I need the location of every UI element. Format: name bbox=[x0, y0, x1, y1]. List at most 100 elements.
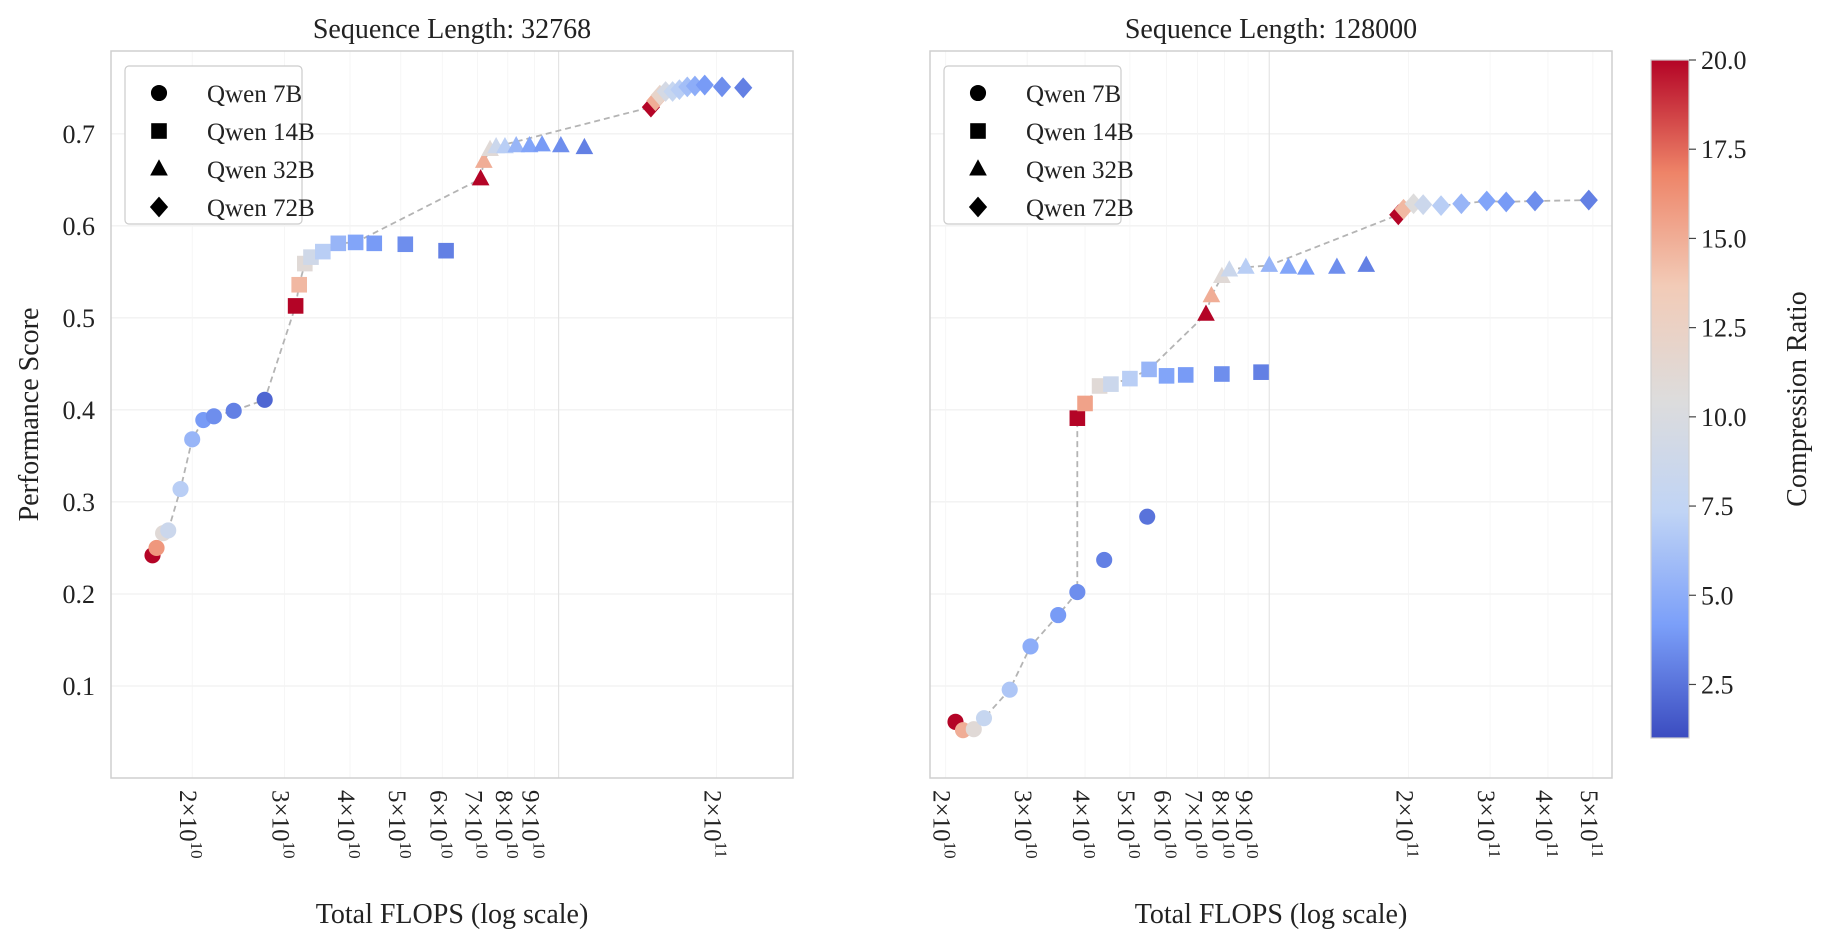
x-tick-mantissa: 4 bbox=[1067, 790, 1094, 803]
data-point bbox=[670, 79, 689, 101]
data-point bbox=[1022, 638, 1039, 655]
x-tick-label-text: 8×1010 bbox=[1206, 790, 1238, 859]
x-tick-mantissa: 7 bbox=[1180, 790, 1207, 803]
x-tick-base: 10 bbox=[459, 817, 486, 842]
x-tick-exponent: 10 bbox=[503, 842, 522, 859]
data-point bbox=[1158, 368, 1175, 384]
data-point bbox=[347, 234, 364, 251]
legend-marker-triangle bbox=[969, 159, 987, 176]
data-point bbox=[184, 431, 201, 448]
legend: Qwen 7B Qwen 14B Qwen 32B Qwen 72B bbox=[124, 65, 315, 225]
data-point bbox=[303, 249, 319, 265]
x-tick-label: 8×1010 bbox=[490, 790, 522, 859]
x-tick-times: × bbox=[1230, 803, 1257, 817]
data-point bbox=[734, 77, 753, 99]
data-point bbox=[160, 522, 177, 539]
data-point bbox=[1139, 508, 1156, 525]
x-tick-mantissa: 4 bbox=[1530, 790, 1557, 803]
data-point bbox=[1141, 361, 1157, 378]
x-tick-label: 9×1010 bbox=[1230, 790, 1262, 859]
x-tick-base: 10 bbox=[1067, 817, 1094, 842]
data-point bbox=[712, 76, 732, 98]
x-tick-base: 10 bbox=[424, 817, 451, 842]
plot-frame bbox=[929, 50, 1613, 779]
x-tick-exponent: 10 bbox=[280, 842, 299, 859]
data-point bbox=[1069, 584, 1086, 601]
series-qwen-14b bbox=[287, 234, 454, 314]
x-tick-times: × bbox=[928, 803, 955, 817]
x-tick-times: × bbox=[267, 803, 294, 817]
data-point bbox=[1177, 367, 1194, 383]
y-tick-label: 0.4 bbox=[63, 396, 96, 425]
x-tick-times: × bbox=[1206, 803, 1233, 817]
x-tick-mantissa: 3 bbox=[1009, 790, 1036, 803]
series-qwen-32b bbox=[1197, 255, 1376, 321]
x-tick-label-text: 5×1010 bbox=[383, 790, 415, 859]
data-point bbox=[438, 242, 454, 259]
legend-marker-diamond bbox=[149, 196, 169, 218]
x-tick-times: × bbox=[1472, 803, 1499, 817]
y-tick-label: 0.6 bbox=[63, 212, 96, 241]
data-point bbox=[1220, 260, 1239, 277]
x-tick-label: 4×1011 bbox=[1530, 790, 1562, 858]
data-point bbox=[474, 151, 493, 168]
x-tick-label-text: 8×1010 bbox=[490, 790, 522, 859]
y-axis-label: Performance Score bbox=[14, 308, 45, 522]
x-tick-base: 10 bbox=[1391, 817, 1418, 842]
x-tick-label-text: 6×1010 bbox=[424, 790, 456, 859]
data-point bbox=[641, 96, 661, 118]
data-point bbox=[1050, 607, 1067, 624]
x-tick-label: 4×1010 bbox=[332, 790, 364, 859]
x-tick-mantissa: 2 bbox=[928, 790, 955, 803]
series-qwen-72b bbox=[1389, 189, 1598, 226]
x-tick-exponent: 10 bbox=[187, 842, 206, 859]
x-tick-base: 10 bbox=[332, 817, 359, 842]
x-tick-base: 10 bbox=[174, 817, 201, 842]
x-tick-label: 2×1011 bbox=[698, 790, 730, 858]
legend-marker-square bbox=[970, 123, 986, 139]
chart-panel-1: Sequence Length: 32768 0.1 0.2 0.3 0.4 0.5 0.6… bbox=[14, 14, 794, 930]
x-tick-label: 6×1010 bbox=[424, 790, 456, 859]
data-point bbox=[330, 235, 347, 252]
x-tick-mantissa: 7 bbox=[459, 790, 486, 803]
data-point bbox=[291, 276, 307, 293]
x-tick-label-text: 3×1010 bbox=[1009, 790, 1041, 859]
data-point bbox=[1328, 257, 1346, 274]
colorbar-tick-label: 20.0 bbox=[1701, 46, 1747, 75]
x-tick-mantissa: 2 bbox=[698, 790, 725, 803]
data-point bbox=[1579, 189, 1598, 211]
colorbar-tick-label: 10.0 bbox=[1701, 403, 1747, 432]
x-tick-label-text: 3×1011 bbox=[1472, 790, 1504, 858]
x-tick-mantissa: 3 bbox=[267, 790, 294, 803]
x-tick-base: 10 bbox=[1206, 817, 1233, 842]
data-point bbox=[1452, 193, 1471, 215]
colorbar: 2.5 5.0 7.5 10.0 12.5 15.0 17.5 20.0 Compression… bbox=[1650, 46, 1813, 739]
x-tick-times: × bbox=[698, 803, 725, 817]
data-point bbox=[552, 136, 570, 153]
x-tick-mantissa: 5 bbox=[1112, 790, 1139, 803]
x-tick-label: 3×1011 bbox=[1472, 790, 1504, 858]
legend-label: Qwen 32B bbox=[207, 157, 315, 184]
x-tick-label: 2×1010 bbox=[174, 790, 206, 859]
x-tick-times: × bbox=[1575, 803, 1602, 817]
x-tick-times: × bbox=[459, 803, 486, 817]
data-point bbox=[520, 136, 539, 153]
x-tick-mantissa: 8 bbox=[1206, 790, 1233, 803]
x-tick-exponent: 11 bbox=[1485, 842, 1504, 858]
x-tick-exponent: 10 bbox=[396, 842, 415, 859]
data-point bbox=[172, 480, 189, 498]
x-tick-mantissa: 9 bbox=[517, 790, 544, 803]
x-tick-base: 10 bbox=[1575, 817, 1602, 842]
data-point bbox=[1202, 286, 1221, 303]
data-point bbox=[1260, 255, 1279, 272]
legend-label: Qwen 7B bbox=[207, 81, 302, 108]
x-tick-base: 10 bbox=[1530, 817, 1557, 842]
colorbar-tick-label: 7.5 bbox=[1701, 492, 1734, 521]
x-tick-label-text: 4×1011 bbox=[1530, 790, 1562, 858]
x-tick-times: × bbox=[383, 803, 410, 817]
data-point bbox=[315, 243, 331, 260]
x-tick-exponent: 10 bbox=[437, 842, 456, 859]
x-tick-label: 6×1010 bbox=[1149, 790, 1181, 859]
x-tick-exponent: 10 bbox=[1219, 842, 1238, 859]
x-tick-base: 10 bbox=[1230, 817, 1257, 842]
